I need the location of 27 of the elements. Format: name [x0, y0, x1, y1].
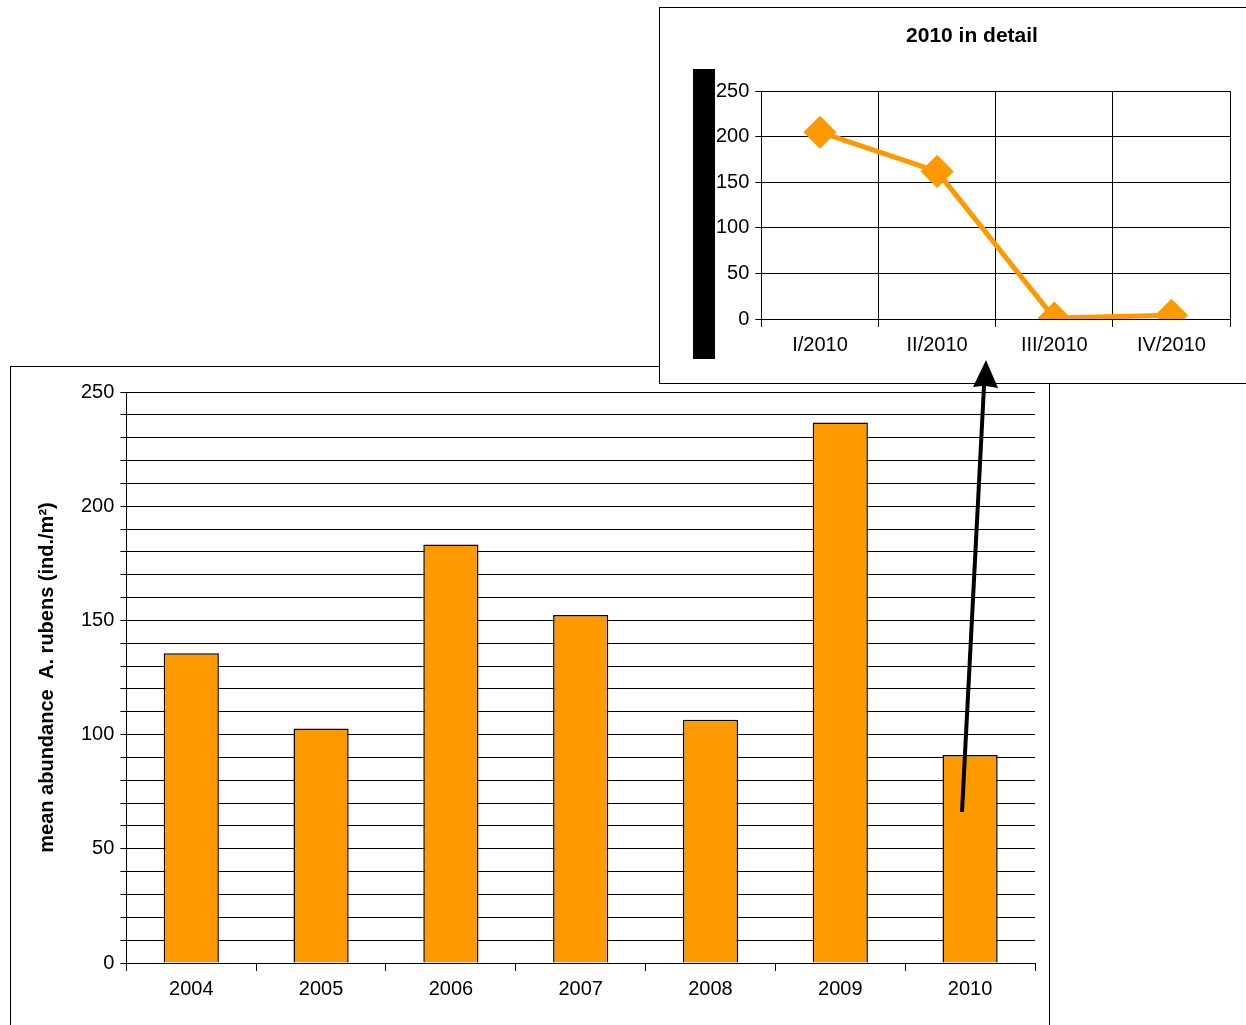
x-tick-label: I/2010	[792, 332, 848, 355]
y-tick-label: 150	[80, 607, 115, 630]
y-tick-label: 50	[92, 836, 115, 859]
y-tick-label: 150	[715, 169, 750, 192]
x-tick-label: 2009	[818, 976, 863, 999]
x-tick-label: IV/2010	[1136, 332, 1206, 355]
y-tick-label: 0	[738, 306, 750, 329]
point	[804, 116, 836, 148]
x-tick-label: 2004	[169, 976, 214, 999]
x-tick-label: II/2010	[906, 332, 968, 355]
x-tick-label: 2005	[298, 976, 344, 999]
y-axis-title: mean abundance A. rubens (ind./m²)	[34, 502, 57, 853]
y-tick-label: 0	[103, 950, 115, 973]
chart-title: 2010 in detail	[906, 23, 1038, 47]
y-tick-label: 200	[80, 493, 115, 516]
point	[921, 155, 953, 187]
y-tick-label: 50	[727, 260, 750, 283]
x-tick-label: 2008	[688, 976, 733, 999]
x-tick-label: 2010	[947, 976, 993, 999]
y-tick-label: 250	[715, 78, 750, 101]
y-tick-label: 250	[80, 379, 115, 402]
x-tick-label: 2006	[428, 976, 474, 999]
y-tick-label: 100	[80, 722, 115, 745]
y-tick-label: 100	[715, 215, 750, 238]
y-tick-label: 200	[715, 124, 750, 147]
x-tick-label: III/2010	[1020, 332, 1088, 355]
x-tick-label: 2007	[558, 976, 603, 999]
